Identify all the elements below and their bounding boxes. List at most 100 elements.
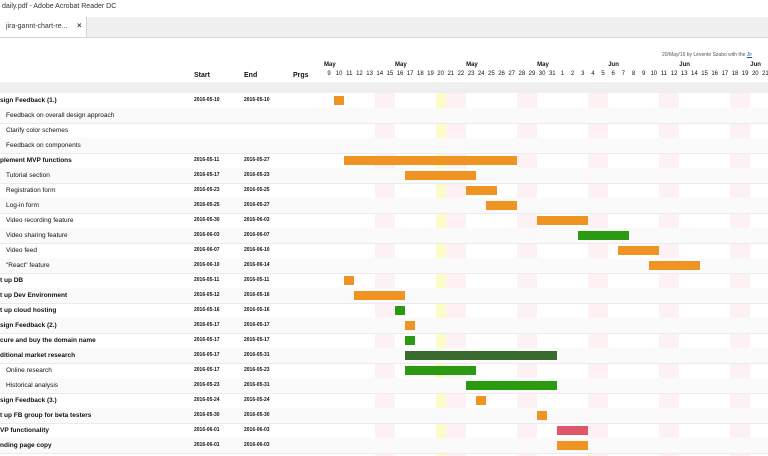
day-label: 2 [570, 71, 575, 77]
table-row[interactable]: Clarify color schemes [0, 123, 768, 139]
day-label: 15 [701, 71, 708, 77]
table-row[interactable]: Log-in form 2016-05-25 2016-05-27 [0, 198, 768, 214]
task-end-date: 2016-06-03 [244, 427, 270, 433]
table-row[interactable]: t up FB group for beta testers 2016-05-30… [0, 408, 768, 424]
gantt-bar[interactable] [395, 306, 406, 315]
document-tab[interactable]: jira-gannt-chart-re... × [0, 17, 87, 37]
task-name: Registration form [6, 187, 56, 194]
task-start-date: 2016-05-10 [194, 97, 220, 103]
day-label: 31 [548, 71, 556, 77]
task-start-date: 2016-05-25 [194, 202, 220, 208]
gantt-bar[interactable] [466, 186, 497, 195]
task-start-date: 2016-05-17 [194, 172, 220, 178]
gantt-bar[interactable] [537, 216, 588, 225]
gantt-bar[interactable] [537, 411, 548, 420]
table-row[interactable]: Feedback on overall design approach [0, 108, 768, 124]
document-tab-bar: jira-gannt-chart-re... × [0, 17, 768, 38]
day-label: 23 [467, 71, 475, 77]
month-label: Jun [679, 62, 690, 68]
task-start-date: 2016-05-30 [194, 217, 220, 223]
day-label: 25 [488, 71, 495, 77]
gantt-bar[interactable] [577, 231, 629, 240]
gantt-bar[interactable] [405, 336, 416, 345]
task-end-date: 2016-05-31 [244, 382, 270, 388]
gantt-bar[interactable] [405, 351, 558, 360]
gantt-bar[interactable] [344, 276, 355, 285]
task-start-date: 2016-05-11 [194, 277, 220, 283]
header-separator-band [0, 82, 768, 93]
window-title: daily.pdf - Adobe Acrobat Reader DC [2, 3, 117, 10]
task-start-date: 2016-06-01 [194, 442, 220, 448]
day-label: 5 [601, 71, 605, 77]
gantt-bar[interactable] [476, 396, 487, 405]
task-end-date: 2016-05-17 [244, 322, 270, 328]
table-row[interactable]: Tutorial section 2016-05-17 2016-05-23 [0, 168, 768, 184]
table-row[interactable]: sign Feedback (3.) 2016-05-24 2016-05-24 [0, 393, 768, 409]
month-label: Jun [608, 62, 619, 68]
task-end-date: 2016-05-17 [244, 337, 270, 343]
day-label: 1 [560, 71, 565, 77]
task-name: VP functionality [0, 427, 49, 434]
gantt-bar[interactable] [557, 441, 588, 450]
gantt-bar[interactable] [344, 156, 517, 165]
task-name: Tutorial section [6, 172, 50, 179]
task-start-date: 2016-06-01 [194, 427, 220, 433]
day-label: 11 [346, 71, 353, 77]
start-column-header: Start [194, 72, 210, 79]
gantt-bar[interactable] [354, 291, 406, 300]
gantt-bar[interactable] [486, 201, 517, 210]
day-label: 7 [621, 71, 626, 77]
day-label: 3 [581, 71, 585, 77]
table-row[interactable]: Video feed 2016-06-07 2016-06-10 [0, 243, 768, 259]
table-row[interactable]: ditional market research 2016-05-17 2016-0… [0, 348, 768, 364]
table-row[interactable]: t up DB 2016-05-11 2016-05-11 [0, 273, 768, 289]
table-row[interactable]: Video recording feature 2016-05-30 2016-06… [0, 213, 768, 229]
task-name: t up FB group for beta testers [0, 412, 92, 419]
task-name: sign Feedback (1.) [0, 97, 57, 104]
task-end-date: 2016-05-16 [244, 292, 270, 298]
table-row[interactable]: Video sharing feature 2016-06-03 2016-06-0… [0, 228, 768, 244]
table-row[interactable]: nding page copy 2016-06-01 2016-06-03 [0, 438, 768, 454]
gantt-bar[interactable] [405, 171, 477, 180]
table-row[interactable]: plement MVP functions 2016-05-11 2016-05-2… [0, 153, 768, 169]
close-icon[interactable]: × [77, 21, 82, 30]
task-name: Feedback on overall design approach [6, 112, 115, 119]
table-row[interactable]: Historical analysis 2016-05-23 2016-05-31 [0, 378, 768, 394]
month-label: May [395, 62, 407, 68]
gantt-bar[interactable] [618, 246, 659, 255]
end-column-header: End [244, 72, 258, 79]
report-note-link[interactable]: Jir [746, 52, 753, 58]
day-label: 16 [396, 71, 404, 77]
gantt-bar[interactable] [466, 381, 558, 390]
table-row[interactable]: t up Dev Environment 2016-05-12 2016-05-16 [0, 288, 768, 304]
task-end-date: 2016-05-25 [244, 187, 270, 193]
task-start-date: 2016-05-17 [194, 337, 220, 343]
table-row[interactable]: sign Feedback (2.) 2016-05-17 2016-05-17 [0, 318, 768, 334]
table-row[interactable]: Feedback on components [0, 138, 768, 154]
task-name: Video feed [6, 247, 37, 254]
gantt-bar[interactable] [334, 96, 345, 105]
table-row[interactable]: Online research 2016-05-17 2016-05-23 [0, 363, 768, 379]
task-name: t up DB [0, 277, 24, 284]
task-end-date: 2016-06-14 [244, 262, 270, 268]
day-label: 26 [498, 71, 505, 77]
day-label: 13 [366, 71, 373, 77]
table-row[interactable]: t up cloud hosting 2016-05-16 2016-05-16 [0, 303, 768, 319]
task-end-date: 2016-05-10 [244, 97, 270, 103]
gantt-bar[interactable] [557, 426, 588, 435]
task-end-date: 2016-05-27 [244, 202, 270, 208]
task-name: Clarify color schemes [6, 127, 69, 134]
table-row[interactable]: cure and buy the domain name 2016-05-17 20… [0, 333, 768, 349]
day-label: 15 [386, 71, 394, 77]
gantt-bar[interactable] [405, 321, 416, 330]
gantt-bar[interactable] [405, 366, 477, 375]
table-row[interactable]: sign Feedback (1.) 2016-05-10 2016-05-10 [0, 93, 768, 109]
gantt-bar[interactable] [648, 261, 700, 270]
task-start-date: 2016-06-10 [194, 262, 220, 268]
table-row[interactable]: Registration form 2016-05-23 2016-05-25 [0, 183, 768, 199]
task-end-date: 2016-05-27 [244, 157, 270, 163]
task-start-date: 2016-05-23 [194, 187, 220, 193]
table-row[interactable]: "React" feature 2016-06-10 2016-06-14 [0, 258, 768, 274]
table-row[interactable]: VP functionality 2016-06-01 2016-06-03 [0, 423, 768, 439]
task-end-date: 2016-06-03 [244, 217, 270, 223]
